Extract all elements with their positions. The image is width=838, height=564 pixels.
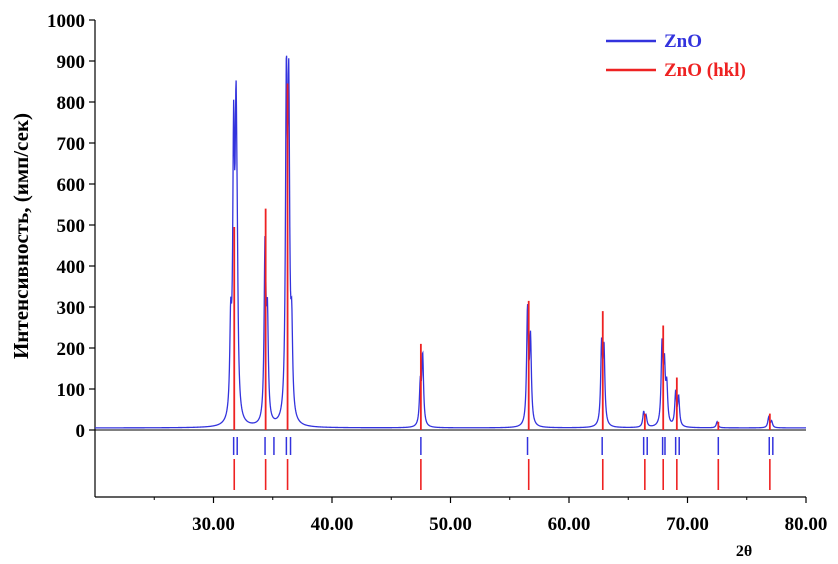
y-tick-label: 400 <box>57 257 86 278</box>
x-ticks: 30.00 40.00 50.00 60.00 70.00 80.00 <box>153 497 828 535</box>
reference-panel <box>232 437 774 490</box>
y-axis-title: Интенсивность, (имп/сек) <box>9 113 33 359</box>
y-tick-label: 900 <box>57 52 86 73</box>
x-axis-title: 2θ <box>736 543 752 560</box>
plot-area <box>95 55 806 430</box>
y-tick-label: 800 <box>57 93 86 114</box>
legend-label-pattern: ZnO <box>664 31 702 52</box>
x-tick-label: 40.00 <box>311 514 354 535</box>
y-ticks: 0 100 200 300 400 500 600 700 800 900 1000 <box>47 11 95 442</box>
y-tick-label: 300 <box>57 298 86 319</box>
y-tick-label: 1000 <box>47 11 85 32</box>
y-tick-label: 100 <box>57 380 86 401</box>
legend-label-reference: ZnO (hkl) <box>664 60 746 81</box>
y-tick-label: 500 <box>57 216 86 237</box>
x-tick-label: 70.00 <box>666 514 709 535</box>
y-tick-label: 0 <box>76 421 86 442</box>
y-tick-label: 700 <box>57 134 86 155</box>
axes <box>94 20 806 498</box>
x-tick-label: 30.00 <box>192 514 235 535</box>
y-tick-label: 200 <box>57 339 86 360</box>
y-tick-label: 600 <box>57 175 86 196</box>
series-zno-line <box>95 55 806 429</box>
x-tick-label: 80.00 <box>785 514 828 535</box>
x-tick-label: 50.00 <box>429 514 472 535</box>
legend: ZnO ZnO (hkl) <box>606 31 746 81</box>
x-tick-label: 60.00 <box>548 514 591 535</box>
